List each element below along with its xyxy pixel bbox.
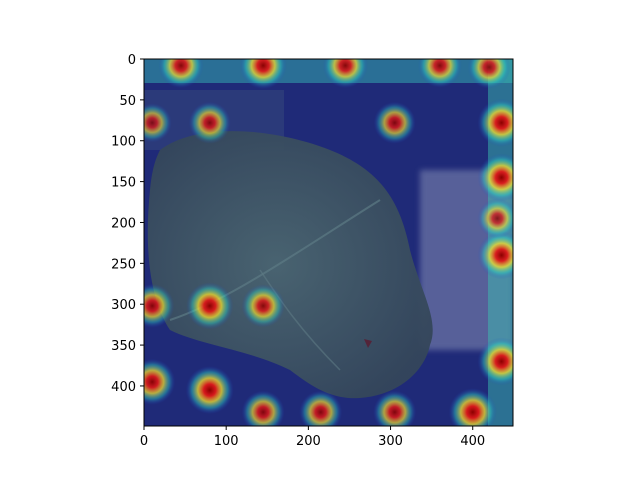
heat-hotspot (144, 358, 176, 405)
heat-hotspot (477, 231, 513, 280)
y-tick-label: 400 (111, 380, 136, 395)
hotspot-layer (144, 59, 513, 426)
heat-hotspot (241, 284, 285, 328)
y-tick-label: 100 (111, 135, 136, 150)
heat-hotspot (477, 153, 513, 202)
heat-hotspot (322, 59, 368, 89)
x-tick-label: 200 (296, 434, 321, 449)
heat-hotspot (373, 101, 416, 144)
heat-hotspot (467, 59, 511, 89)
x-tick-label: 0 (140, 434, 148, 449)
heat-hotspot (477, 98, 513, 147)
heat-hotspot (186, 282, 234, 330)
heat-hotspot (477, 337, 513, 386)
x-tick-label: 400 (460, 434, 485, 449)
axes-frame (143, 58, 514, 427)
y-tick-label: 150 (111, 176, 136, 191)
y-tick-label: 0 (128, 53, 136, 68)
y-tick-label: 200 (111, 216, 136, 231)
y-axis: 0 50 100 150 200 250 300 350 400 (111, 53, 144, 395)
leaf (147, 131, 433, 399)
heat-hotspot (241, 390, 285, 426)
heat-hotspot (373, 390, 417, 426)
x-axis: 0 100 200 300 400 (140, 426, 485, 449)
heat-hotspot (158, 59, 204, 89)
heat-hotspot (144, 103, 172, 143)
heat-hotspot (144, 283, 175, 328)
heat-hotspot (188, 101, 231, 144)
heat-hotspot (477, 198, 513, 239)
heat-hotspot (448, 388, 497, 426)
x-tick-label: 100 (214, 434, 239, 449)
leaf-spot (364, 339, 372, 348)
y-tick-label: 250 (111, 257, 136, 272)
heat-hotspot (417, 59, 462, 88)
y-tick-label: 350 (111, 339, 136, 354)
heat-hotspot (299, 390, 343, 426)
y-tick-label: 50 (119, 94, 136, 109)
x-tick-label: 300 (378, 434, 403, 449)
heat-hotspot (239, 59, 287, 90)
y-tick-label: 300 (111, 298, 136, 313)
heat-hotspot (185, 366, 234, 415)
leaf-vein (259, 269, 341, 371)
